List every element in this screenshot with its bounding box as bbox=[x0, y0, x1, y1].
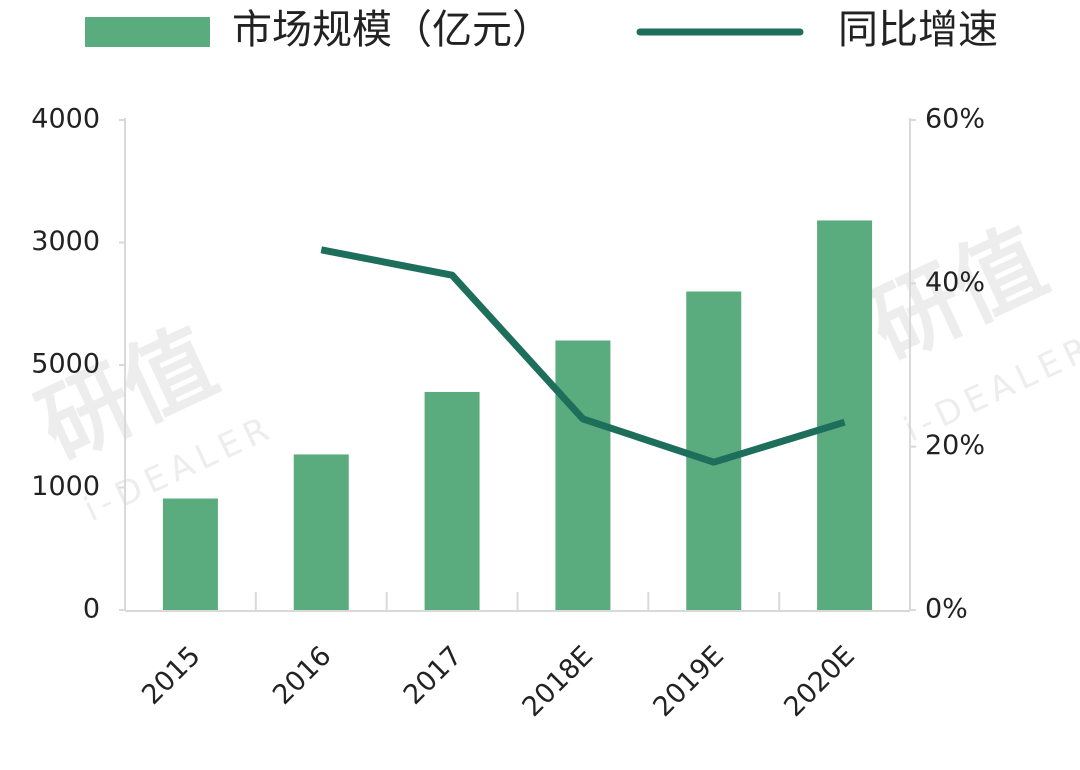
bar bbox=[686, 291, 742, 610]
x-tick-label: 2019E bbox=[647, 640, 730, 723]
legend-label: 市场规模（亿元） bbox=[232, 7, 552, 53]
line bbox=[320, 246, 846, 466]
y-tick-label: 4000 bbox=[31, 104, 100, 135]
y2-tick-label: 40% bbox=[925, 267, 985, 298]
bar bbox=[424, 391, 480, 610]
y2-tick-label: 20% bbox=[925, 430, 985, 461]
x-tick-label: 2015 bbox=[136, 640, 207, 711]
x-tick-label: 2016 bbox=[267, 640, 338, 711]
y-tick-label: 5000 bbox=[31, 349, 100, 380]
watermark: 研值 i-DEALER 研值 i-DEALER bbox=[24, 209, 1080, 530]
bar bbox=[162, 498, 218, 610]
y-tick-label: 1000 bbox=[31, 471, 100, 502]
x-tick-label: 2020E bbox=[778, 640, 861, 723]
x-tick-label: 2018E bbox=[517, 640, 600, 723]
x-tick-label: 2017 bbox=[398, 640, 469, 711]
bar bbox=[817, 220, 873, 610]
legend-swatch bbox=[85, 17, 210, 47]
y2-tick-label: 0% bbox=[925, 594, 968, 625]
y2-tick-label: 60% bbox=[925, 104, 985, 135]
bar bbox=[555, 340, 611, 610]
y-tick-label: 0 bbox=[83, 594, 100, 625]
y-tick-label: 3000 bbox=[31, 226, 100, 257]
bar bbox=[293, 454, 349, 610]
legend-label: 同比增速 bbox=[838, 7, 998, 53]
